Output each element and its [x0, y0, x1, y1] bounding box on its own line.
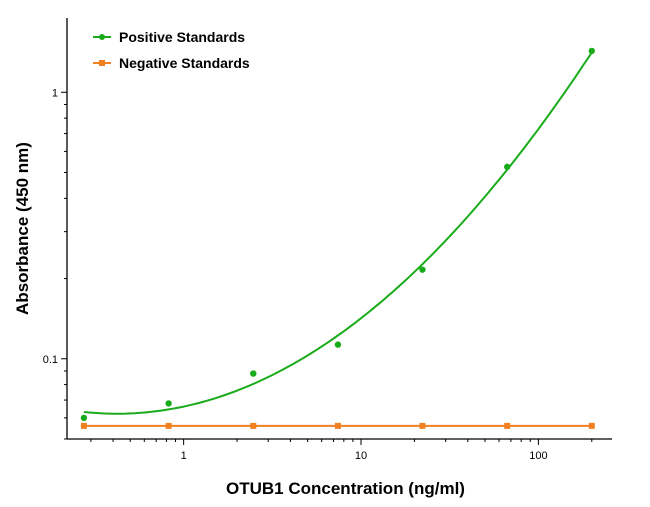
- positive-standards-point: [250, 370, 257, 377]
- positive-standards-point: [334, 341, 342, 348]
- negative-standards-point: [80, 422, 87, 429]
- y-ticks: 0.11: [43, 87, 67, 440]
- axes: [66, 18, 612, 440]
- negative-standards-point: [334, 422, 341, 429]
- negative-standards-point: [419, 422, 426, 429]
- legend-entry-label: Positive Standards: [119, 29, 245, 45]
- negative-standards-point: [250, 422, 257, 429]
- x-tick-label: 1: [181, 450, 187, 462]
- x-axis-title: OTUB1 Concentration (ng/ml): [226, 479, 465, 498]
- positive-standards-point: [419, 266, 426, 273]
- y-axis-title: Absorbance (450 nm): [13, 142, 32, 315]
- negative-standards-point: [504, 422, 511, 429]
- positive-standards-point: [503, 163, 511, 171]
- x-tick-label: 100: [529, 450, 547, 462]
- x-tick-label: 10: [355, 450, 367, 462]
- legend-entry-label: Negative Standards: [119, 55, 250, 71]
- legend: Positive Standards Negative Standards: [93, 29, 250, 71]
- legend-marker: [99, 60, 105, 66]
- positive-standards-fit-curve: [83, 51, 593, 415]
- legend-marker: [99, 34, 105, 40]
- positive-standards-point: [80, 414, 88, 422]
- negative-standards-point: [588, 422, 595, 429]
- negative-standards-point: [165, 422, 172, 429]
- positive-standards-point: [165, 400, 172, 407]
- x-ticks: 1 10 100: [90, 439, 593, 462]
- y-tick-label: 1: [52, 87, 58, 99]
- y-tick-label: 0.1: [43, 354, 58, 366]
- series-layer: [80, 47, 595, 429]
- positive-standards-point: [588, 47, 595, 55]
